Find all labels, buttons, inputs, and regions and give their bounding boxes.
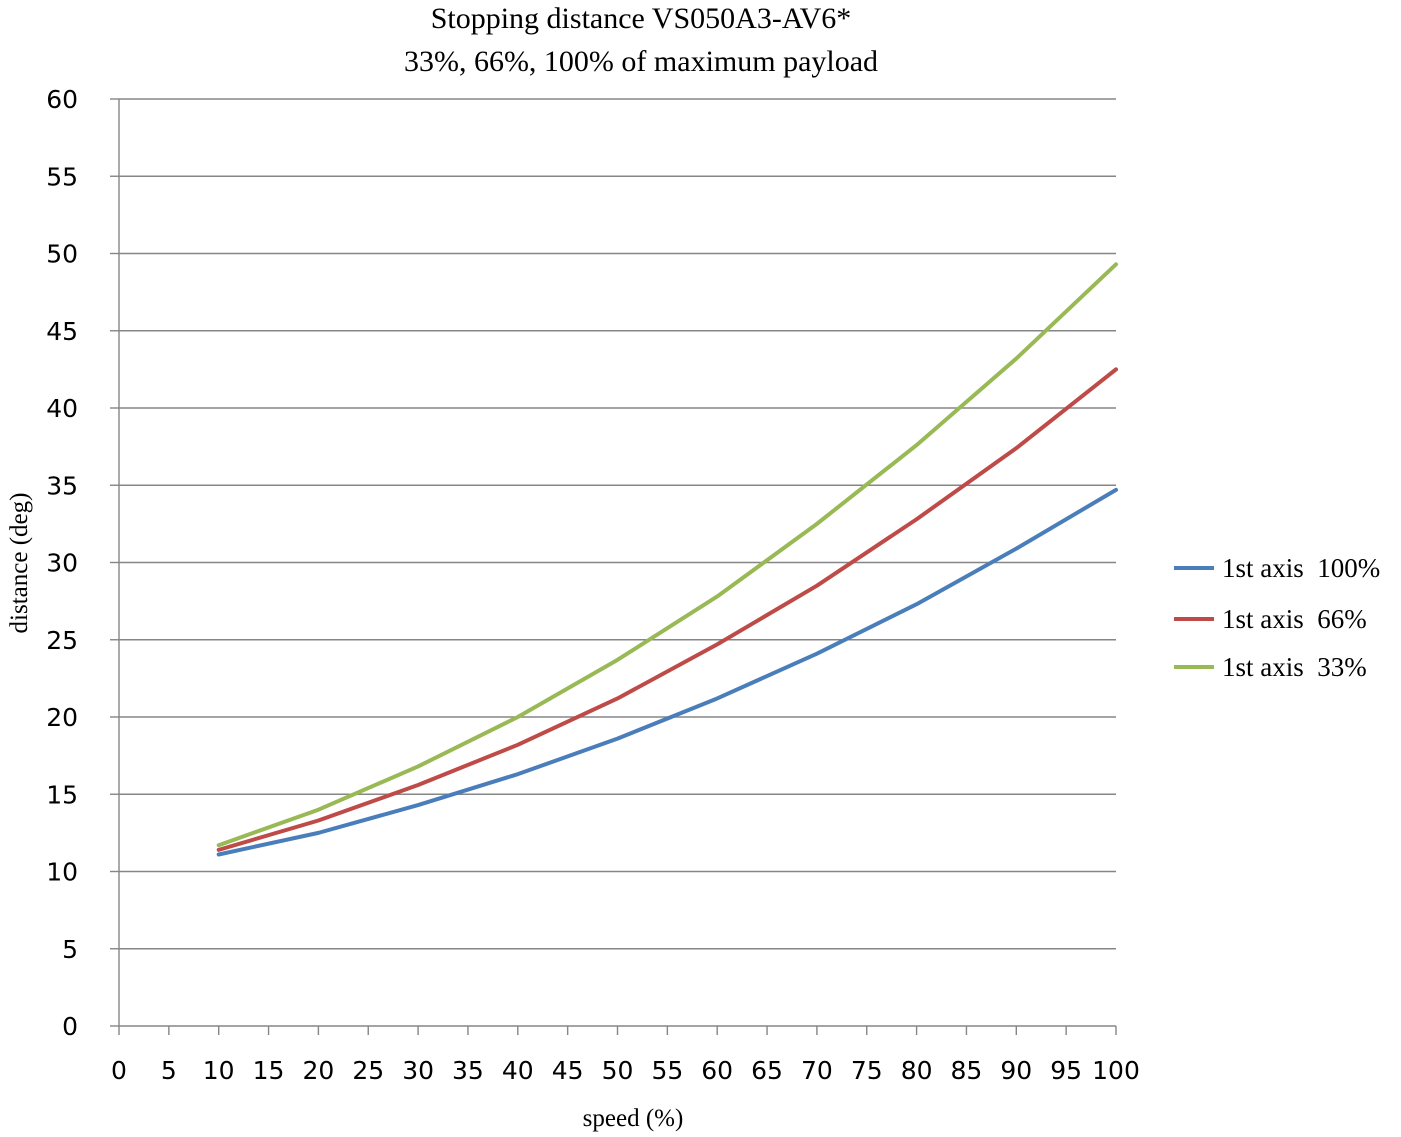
legend-label-2: 1st axis 66% xyxy=(1222,604,1367,634)
x-tick-labels: 0 5 10 15 20 25 30 35 40 45 50 55 60 65 70 75 80 85 90 95 10… xyxy=(111,1056,1140,1085)
series-lines xyxy=(216,262,1118,857)
x-tick-label: 60 xyxy=(701,1056,733,1085)
x-tick-label: 20 xyxy=(302,1056,334,1085)
y-tick-labels: 0 5 10 15 20 25 30 35 40 45 50 55 60 xyxy=(46,85,78,1041)
series-line-2 xyxy=(216,367,1118,852)
x-tick-label: 40 xyxy=(502,1056,534,1085)
x-tick-label: 95 xyxy=(1050,1056,1082,1085)
x-tick-label: 0 xyxy=(111,1056,127,1085)
x-tick-label: 90 xyxy=(1000,1056,1032,1085)
legend-label-1: 1st axis 100% xyxy=(1222,553,1380,583)
y-tick-label: 35 xyxy=(46,471,78,500)
chart-title: Stopping distance VS050A3-AV6* xyxy=(431,2,852,35)
y-tick-label: 25 xyxy=(46,626,78,655)
x-tick-label: 50 xyxy=(602,1056,634,1085)
axes xyxy=(110,98,1117,1035)
x-tick-label: 65 xyxy=(751,1056,783,1085)
x-tick-label: 15 xyxy=(253,1056,285,1085)
x-tick-label: 80 xyxy=(901,1056,933,1085)
series-line-3 xyxy=(216,262,1118,848)
x-tick-label: 70 xyxy=(801,1056,833,1085)
y-tick-label: 50 xyxy=(46,240,78,269)
y-tick-label: 60 xyxy=(46,85,78,114)
x-tick-label: 10 xyxy=(203,1056,235,1085)
y-tick-label: 5 xyxy=(62,935,78,964)
legend-label-3: 1st axis 33% xyxy=(1222,652,1367,682)
y-tick-label: 40 xyxy=(46,394,78,423)
y-tick-label: 55 xyxy=(46,162,78,191)
x-tick-label: 30 xyxy=(402,1056,434,1085)
y-tick-label: 30 xyxy=(46,549,78,578)
chart-subtitle: 33%, 66%, 100% of maximum payload xyxy=(404,45,878,78)
gridlines xyxy=(119,98,1116,950)
y-tick-label: 0 xyxy=(62,1012,78,1041)
x-tick-label: 55 xyxy=(651,1056,683,1085)
legend: 1st axis 100% 1st axis 66% 1st axis 33% xyxy=(1174,553,1380,682)
y-tick-label: 15 xyxy=(46,780,78,809)
x-tick-label: 75 xyxy=(851,1056,883,1085)
y-tick-label: 20 xyxy=(46,703,78,732)
x-tick-label: 45 xyxy=(552,1056,584,1085)
x-axis-title: speed (%) xyxy=(583,1105,684,1132)
x-tick-label: 25 xyxy=(352,1056,384,1085)
y-tick-label: 45 xyxy=(46,317,78,346)
x-tick-label: 5 xyxy=(161,1056,177,1085)
x-tick-label: 100 xyxy=(1092,1056,1140,1085)
y-axis-title: distance (deg) xyxy=(6,493,33,634)
series-line-1 xyxy=(216,487,1118,857)
y-tick-label: 10 xyxy=(46,858,78,887)
x-tick-label: 85 xyxy=(951,1056,983,1085)
x-tick-label: 35 xyxy=(452,1056,484,1085)
